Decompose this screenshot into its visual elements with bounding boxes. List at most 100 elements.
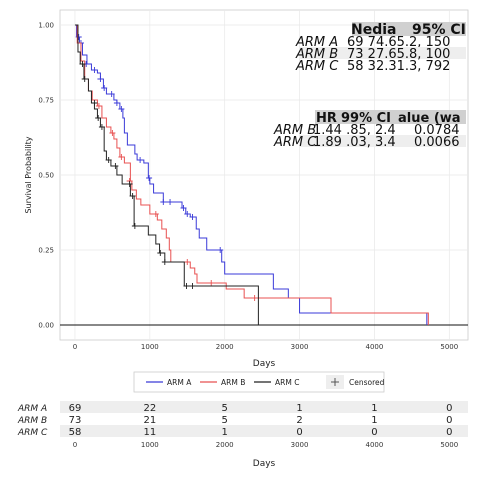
- x-tick-label: 2000: [216, 343, 234, 351]
- censor-mark-arm-c: [81, 76, 88, 82]
- x-tick-label: 5000: [440, 343, 458, 351]
- median-row-label-c: ARM C: [295, 59, 339, 74]
- censor-mark-arm-b: [251, 295, 258, 301]
- risk-cell: 73: [69, 415, 82, 426]
- risk-cell: 69: [69, 403, 82, 414]
- legend-label-censored: Censored: [349, 378, 385, 387]
- censor-mark-arm-a: [113, 100, 120, 106]
- censor-mark-arm-c: [95, 115, 102, 121]
- hr-header-1: HR: [316, 111, 337, 126]
- legend-label-arm-b: ARM B: [221, 378, 245, 387]
- censor-mark-arm-a: [189, 214, 196, 220]
- censor-mark-arm-b: [118, 154, 125, 160]
- risk-x-tick-label: 5000: [440, 441, 458, 449]
- risk-cells: 69 22 5 1 1 073 21 5 2 1 058 11 1 0 0 0: [69, 403, 453, 438]
- x-axis-ticks: 0 1000 2000 3000 4000 5000: [73, 343, 458, 351]
- censor-mark-arm-b: [109, 130, 116, 136]
- censor-mark-arm-b: [208, 280, 215, 286]
- y-tick-label: 0.25: [38, 247, 54, 255]
- censor-mark-arm-b: [184, 259, 191, 265]
- risk-row-bg-b: [60, 413, 468, 425]
- censor-mark-arm-a: [108, 91, 115, 97]
- hr-row-label-b: ARM B: [273, 123, 316, 138]
- risk-cell: 5: [222, 415, 228, 426]
- y-tick-label: 0.75: [38, 97, 54, 105]
- hr-row-p-b: 0.0784: [414, 123, 460, 138]
- risk-x-tick-label: 3000: [291, 441, 309, 449]
- censor-mark-arm-c: [161, 259, 168, 265]
- censor-mark-arm-c: [126, 181, 133, 187]
- censor-mark-arm-a: [118, 106, 125, 112]
- legend-censored-marker: [331, 378, 339, 386]
- risk-cell: 0: [446, 403, 452, 414]
- y-axis-ticks: 0.00 0.25 0.50 0.75 1.00: [38, 22, 54, 330]
- censor-mark-arm-c: [131, 223, 138, 229]
- censor-mark-arm-c: [129, 193, 136, 199]
- hr-header-3: alue (wa: [398, 111, 461, 126]
- hr-row-bg-c: [300, 135, 466, 147]
- censor-mark-arm-c: [91, 100, 98, 106]
- risk-x-tick-label: 1000: [141, 441, 159, 449]
- risk-row-label-c: ARM C: [17, 428, 48, 438]
- censor-mark-arm-b: [95, 103, 102, 109]
- censor-mark-arm-a: [75, 34, 82, 40]
- x-tick-label: 1000: [141, 343, 159, 351]
- censor-mark-arm-c: [112, 163, 119, 169]
- series-line-arm-c: [74, 24, 259, 325]
- censor-mark-arm-c: [157, 250, 164, 256]
- x-tick-label: 0: [73, 343, 77, 351]
- risk-cell: 21: [143, 415, 156, 426]
- median-header-2: 95% CI: [412, 22, 466, 38]
- median-row-bg-b: [300, 47, 466, 59]
- risk-cell: 11: [143, 427, 156, 438]
- risk-cell: 0: [446, 427, 452, 438]
- series-layer: [60, 24, 468, 326]
- risk-cell: 58: [69, 427, 82, 438]
- risk-cell: 1: [222, 427, 228, 438]
- risk-cell: 0: [296, 427, 302, 438]
- hr-row-p-c: 0.0066: [414, 135, 460, 150]
- risk-x-axis-label: Days: [253, 459, 276, 469]
- censor-mark-arm-c: [183, 283, 190, 289]
- y-tick-label: 0.50: [38, 172, 54, 180]
- x-tick-label: 3000: [291, 343, 309, 351]
- risk-row-label-a: ARM A: [17, 404, 47, 414]
- risk-x-tick-label: 2000: [216, 441, 234, 449]
- hr-header-2: 99% CI: [341, 111, 391, 126]
- legend: ARM A ARM B ARM C Censored: [133, 371, 385, 393]
- censor-mark-arm-a: [97, 76, 104, 82]
- y-tick-label: 0.00: [38, 322, 54, 330]
- risk-cell: 1: [371, 403, 377, 414]
- legend-label-arm-c: ARM C: [275, 378, 299, 387]
- hr-row-label-c: ARM C: [273, 135, 317, 150]
- risk-cell: 0: [371, 427, 377, 438]
- censor-mark-arm-c: [79, 61, 86, 67]
- censor-mark-arm-a: [91, 67, 98, 73]
- median-row-value-b: 73 27.65.8, 100: [347, 47, 450, 62]
- risk-x-tick-label: 4000: [366, 441, 384, 449]
- median-table: Nedia 95% CI ARM A 69 74.65.2, 150 ARM B…: [295, 22, 466, 74]
- censor-mark-arm-c: [189, 283, 196, 289]
- risk-table: ARM A ARM B ARM C 69 22 5 1 1 073 21 5 2 1 058 11 1 0…: [17, 401, 468, 469]
- y-axis-label: Survival Probability: [24, 136, 33, 213]
- y-tick-label: 1.00: [38, 22, 54, 30]
- risk-row-bg-a: [60, 401, 468, 413]
- censor-mark-arm-a: [101, 85, 108, 91]
- censor-mark-arm-a: [184, 211, 191, 217]
- risk-row-bg-c: [60, 425, 468, 437]
- censor-mark-arm-a: [160, 199, 167, 205]
- x-axis-label: Days: [253, 359, 276, 369]
- x-tick-label: 4000: [366, 343, 384, 351]
- censor-mark-arm-a: [137, 157, 144, 163]
- risk-cell: 2: [296, 415, 302, 426]
- censor-mark-arm-c: [98, 124, 105, 130]
- risk-x-tick-label: 0: [73, 441, 77, 449]
- median-row-label-a: ARM A: [295, 35, 338, 50]
- hr-row-value-b: 1.44 .85, 2.4: [313, 123, 396, 138]
- censor-mark-arm-a: [146, 175, 153, 181]
- median-row-value-a: 69 74.65.2, 150: [347, 35, 450, 50]
- median-header-1: Nedia: [351, 22, 396, 38]
- risk-cell: 1: [371, 415, 377, 426]
- risk-cell: 0: [446, 415, 452, 426]
